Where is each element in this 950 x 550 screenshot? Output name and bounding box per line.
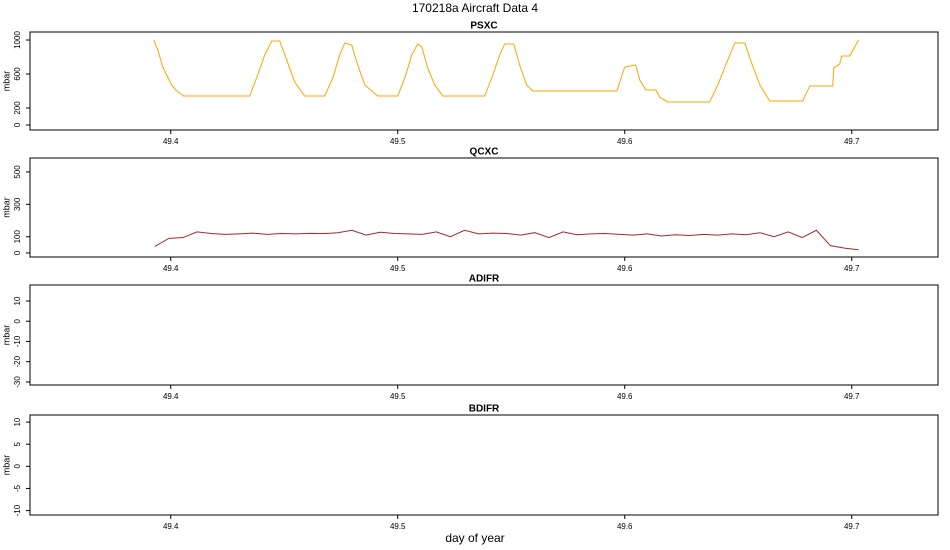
plot-frame bbox=[29, 31, 939, 131]
y-tick-label: 0 bbox=[13, 464, 22, 469]
x-tick-label: 49.4 bbox=[163, 264, 179, 273]
x-tick-label: 49.6 bbox=[617, 137, 633, 146]
x-tick-label: 49.5 bbox=[390, 264, 406, 273]
panel-title: QCXC bbox=[470, 147, 499, 158]
x-tick-label: 49.7 bbox=[844, 522, 860, 531]
panel-title: ADIFR bbox=[469, 274, 500, 285]
x-tick-label: 49.5 bbox=[390, 522, 406, 531]
y-tick-label: 200 bbox=[13, 101, 22, 115]
x-tick-label: 49.7 bbox=[844, 392, 860, 401]
plot-frame bbox=[29, 414, 939, 516]
y-axis-label: mbar bbox=[1, 71, 11, 92]
y-tick-label: 1000 bbox=[13, 31, 22, 49]
plot-frame bbox=[29, 157, 939, 258]
x-tick-label: 49.5 bbox=[390, 137, 406, 146]
y-tick-label: -10 bbox=[13, 504, 22, 516]
data-line bbox=[154, 229, 859, 251]
panel-title: PSXC bbox=[470, 21, 497, 32]
y-tick-label: 300 bbox=[13, 197, 22, 211]
y-tick-label: -5 bbox=[13, 484, 22, 492]
y-tick-label: 0 bbox=[13, 318, 22, 323]
x-tick-label: 49.5 bbox=[390, 392, 406, 401]
y-tick-label: 600 bbox=[13, 67, 22, 81]
y-axis-label: mbar bbox=[1, 197, 11, 218]
x-tick-label: 49.6 bbox=[617, 392, 633, 401]
x-axis-label: day of year bbox=[445, 531, 504, 545]
x-tick-label: 49.7 bbox=[844, 137, 860, 146]
y-tick-label: 0 bbox=[13, 250, 22, 255]
panel-title: BDIFR bbox=[469, 404, 500, 415]
x-tick-label: 49.6 bbox=[617, 522, 633, 531]
y-tick-label: 0 bbox=[13, 122, 22, 127]
y-axis-label: mbar bbox=[1, 455, 11, 476]
y-tick-label: -20 bbox=[13, 355, 22, 367]
plot-frame bbox=[29, 284, 939, 386]
y-tick-label: 500 bbox=[13, 165, 22, 179]
y-axis-label: mbar bbox=[1, 325, 11, 346]
y-tick-label: 10 bbox=[13, 417, 22, 426]
x-tick-label: 49.7 bbox=[844, 264, 860, 273]
data-line bbox=[153, 39, 859, 103]
x-tick-label: 49.6 bbox=[617, 264, 633, 273]
page-title: 170218a Aircraft Data 4 bbox=[412, 1, 538, 15]
x-tick-label: 49.4 bbox=[163, 137, 179, 146]
y-tick-label: 100 bbox=[13, 230, 22, 244]
x-tick-label: 49.4 bbox=[163, 392, 179, 401]
y-tick-label: 10 bbox=[13, 296, 22, 305]
y-tick-label: -30 bbox=[13, 376, 22, 388]
y-tick-label: -10 bbox=[13, 335, 22, 347]
y-tick-label: 5 bbox=[13, 441, 22, 446]
x-tick-label: 49.4 bbox=[163, 522, 179, 531]
